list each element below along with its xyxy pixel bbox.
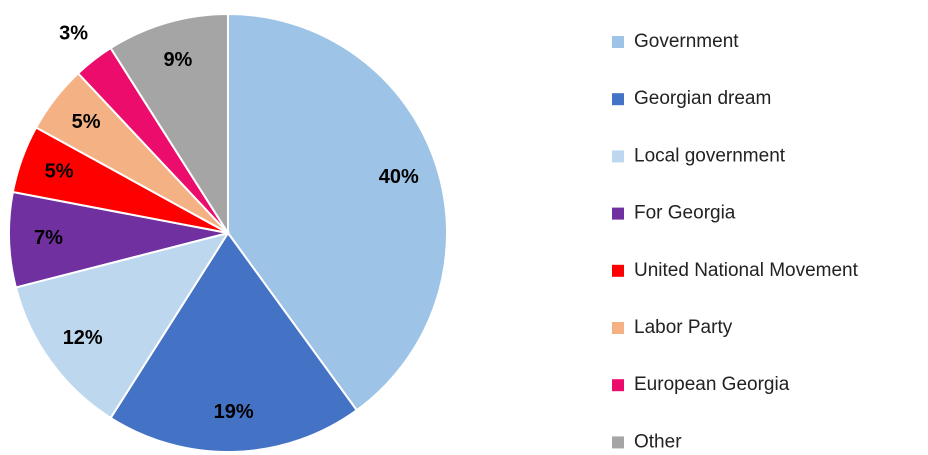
data-label: 9%	[163, 49, 192, 71]
data-label: 7%	[34, 227, 63, 249]
data-label: 5%	[45, 160, 74, 182]
legend-label: Government	[634, 31, 739, 52]
legend-swatch	[612, 436, 624, 449]
legend-label: European Georgia	[634, 374, 790, 395]
legend-label: Local government	[634, 145, 786, 166]
pie-slice	[14, 231, 231, 420]
legend-swatch	[612, 36, 624, 48]
legend-swatch	[612, 379, 624, 392]
legend-label: Labor Party	[634, 317, 733, 338]
data-label: 5%	[72, 111, 101, 133]
data-label: 12%	[63, 327, 103, 349]
pie-slice	[227, 12, 448, 412]
pie-slice	[109, 231, 359, 453]
legend-swatch	[612, 150, 624, 163]
legend-swatch	[612, 264, 624, 277]
pie-slice	[109, 12, 229, 237]
legend-label: For Georgia	[634, 203, 736, 224]
legend-label: United National Movement	[634, 260, 859, 281]
legend-swatch	[612, 93, 624, 106]
legend-swatch	[612, 207, 624, 220]
legend-label: Other	[634, 431, 682, 452]
data-label: 3%	[59, 22, 88, 44]
legend-swatch	[612, 322, 624, 334]
data-label: 40%	[379, 166, 419, 188]
legend-label: Georgian dream	[634, 88, 771, 109]
data-label: 19%	[214, 401, 254, 423]
